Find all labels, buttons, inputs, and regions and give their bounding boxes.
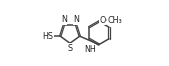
Text: N: N xyxy=(61,15,67,24)
Text: S: S xyxy=(67,44,73,53)
Text: CH₃: CH₃ xyxy=(107,16,122,25)
Text: O: O xyxy=(100,16,106,25)
Text: N: N xyxy=(73,15,79,24)
Text: NH: NH xyxy=(84,45,96,54)
Text: HS: HS xyxy=(42,32,53,41)
